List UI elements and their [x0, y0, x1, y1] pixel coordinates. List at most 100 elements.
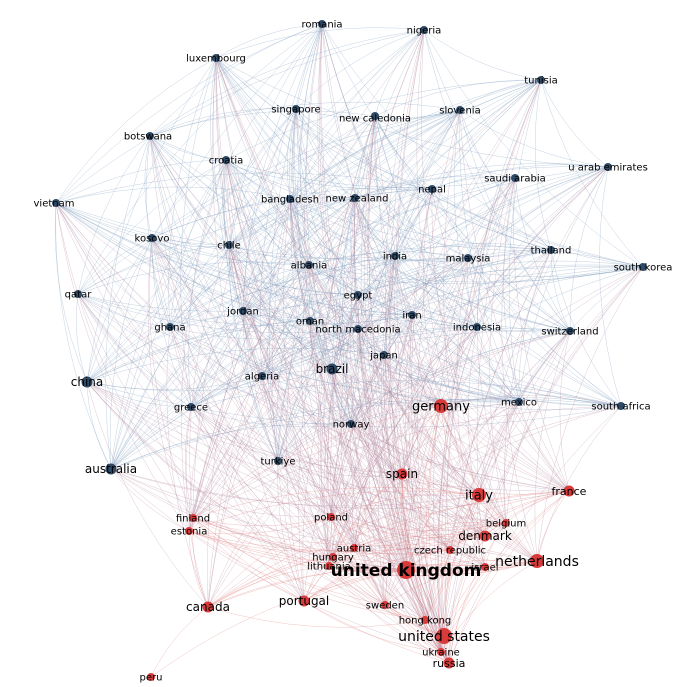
node-spain[interactable]	[396, 468, 408, 480]
node-greece[interactable]	[187, 403, 195, 411]
edge-croatia-india	[225, 159, 396, 257]
node-kosovo[interactable]	[148, 234, 156, 242]
node-albania[interactable]	[305, 261, 313, 269]
edge-kosovo-qatar	[77, 237, 153, 295]
edge-malaysia-jordan	[242, 257, 469, 312]
edge-mexico-australia	[110, 399, 520, 470]
node-new-caledonia[interactable]	[371, 112, 379, 120]
edge-nepal-india	[394, 188, 433, 257]
node-austria[interactable]	[350, 544, 358, 552]
node-algeria[interactable]	[258, 372, 266, 380]
edge-malaysia-iran	[411, 257, 469, 316]
node-luxembourg[interactable]	[212, 54, 220, 62]
node-brazil[interactable]	[326, 363, 338, 375]
node-slovenia[interactable]	[456, 106, 464, 114]
node-label-ukraine: ukraine	[422, 648, 460, 659]
node-canada[interactable]	[202, 601, 214, 613]
edge-new-zealand-lithuania	[317, 197, 356, 567]
node-switzerland[interactable]	[566, 327, 574, 335]
edge-romania-austria	[304, 23, 355, 549]
edge-albania-australia	[110, 264, 310, 470]
node-finland[interactable]	[189, 514, 197, 522]
node-tunisia[interactable]	[537, 76, 545, 84]
node-thailand[interactable]	[547, 246, 555, 254]
node-south-korea[interactable]	[639, 263, 647, 271]
node-u-arab-emirates[interactable]	[604, 163, 612, 171]
node-poland[interactable]	[327, 513, 335, 521]
edge-egypt-finland	[192, 294, 359, 519]
node-france[interactable]	[563, 485, 575, 497]
edge-thailand-south-africa	[550, 249, 622, 407]
edge-thailand-poland	[330, 249, 552, 518]
node-italy[interactable]	[472, 488, 486, 502]
node-japan[interactable]	[380, 351, 388, 359]
node-indonesia[interactable]	[473, 323, 481, 331]
edge-singapore-slovenia	[295, 108, 461, 120]
edge-belgium-russia	[448, 522, 507, 664]
node-hong-kong[interactable]	[421, 616, 429, 624]
node-ghana[interactable]	[166, 323, 174, 331]
edge-india-mexico	[394, 255, 520, 403]
node-denmark[interactable]	[479, 530, 491, 542]
node-south-africa[interactable]	[617, 402, 625, 410]
edge-spain-sweden	[383, 473, 403, 606]
edge-egypt-austria	[340, 294, 359, 549]
node-malaysia[interactable]	[464, 254, 472, 262]
node-layer	[52, 20, 647, 681]
edge-greece-israel	[190, 406, 486, 568]
node-norway[interactable]	[347, 420, 355, 428]
node-vietnam[interactable]	[52, 199, 60, 207]
edge-kosovo-finland	[149, 237, 194, 519]
node-hungary[interactable]	[329, 553, 337, 561]
node-turkiye[interactable]	[274, 457, 282, 465]
node-australia[interactable]	[105, 463, 117, 475]
edge-turkiye-denmark	[277, 460, 486, 537]
edge-kosovo-australia	[109, 237, 153, 470]
node-united-states[interactable]	[436, 628, 452, 644]
edge-japan-turkiye	[277, 354, 385, 462]
edge-finland-canada	[192, 517, 209, 608]
node-ukraine[interactable]	[437, 648, 445, 656]
edge-new-zealand-united-kingdom	[350, 197, 407, 571]
node-nepal[interactable]	[428, 185, 436, 193]
node-lithuania[interactable]	[325, 562, 333, 570]
node-netherlands[interactable]	[530, 554, 544, 568]
node-oman[interactable]	[306, 317, 314, 325]
node-nigeria[interactable]	[420, 26, 428, 34]
node-jordan[interactable]	[239, 307, 247, 315]
edge-france-belgium	[505, 490, 570, 524]
edge-u-arab-emirates-egypt	[357, 166, 609, 296]
edge-croatia-vietnam	[55, 159, 227, 204]
node-sweden[interactable]	[381, 601, 389, 609]
node-new-zealand[interactable]	[351, 194, 359, 202]
node-north-macedonia[interactable]	[354, 325, 362, 333]
node-iran[interactable]	[408, 311, 416, 319]
node-saudi-arabia[interactable]	[511, 174, 519, 182]
edge-malaysia-albania	[308, 251, 469, 266]
node-india[interactable]	[391, 252, 399, 260]
node-egypt[interactable]	[354, 291, 362, 299]
node-bangladesh[interactable]	[286, 195, 294, 203]
node-germany[interactable]	[434, 399, 448, 413]
node-czech-republic[interactable]	[446, 546, 454, 554]
node-botswana[interactable]	[146, 132, 154, 140]
node-chile[interactable]	[225, 241, 233, 249]
node-belgium[interactable]	[502, 519, 510, 527]
node-israel[interactable]	[481, 563, 489, 571]
node-croatia[interactable]	[222, 156, 230, 164]
node-qatar[interactable]	[74, 290, 82, 298]
node-russia[interactable]	[443, 657, 455, 669]
node-mexico[interactable]	[515, 398, 523, 406]
edge-saudi-arabia-ukraine	[437, 177, 516, 653]
node-singapore[interactable]	[292, 105, 300, 113]
edge-luxembourg-chile	[210, 57, 230, 246]
node-portugal[interactable]	[298, 595, 310, 607]
edge-bangladesh-russia	[289, 198, 450, 664]
node-romania[interactable]	[318, 20, 326, 28]
edge-singapore-north-macedonia	[295, 108, 359, 330]
node-estonia[interactable]	[185, 527, 193, 535]
edge-iran-poland	[330, 314, 413, 518]
node-united-kingdom[interactable]	[397, 561, 415, 579]
node-china[interactable]	[81, 376, 93, 388]
node-peru[interactable]	[147, 673, 155, 681]
